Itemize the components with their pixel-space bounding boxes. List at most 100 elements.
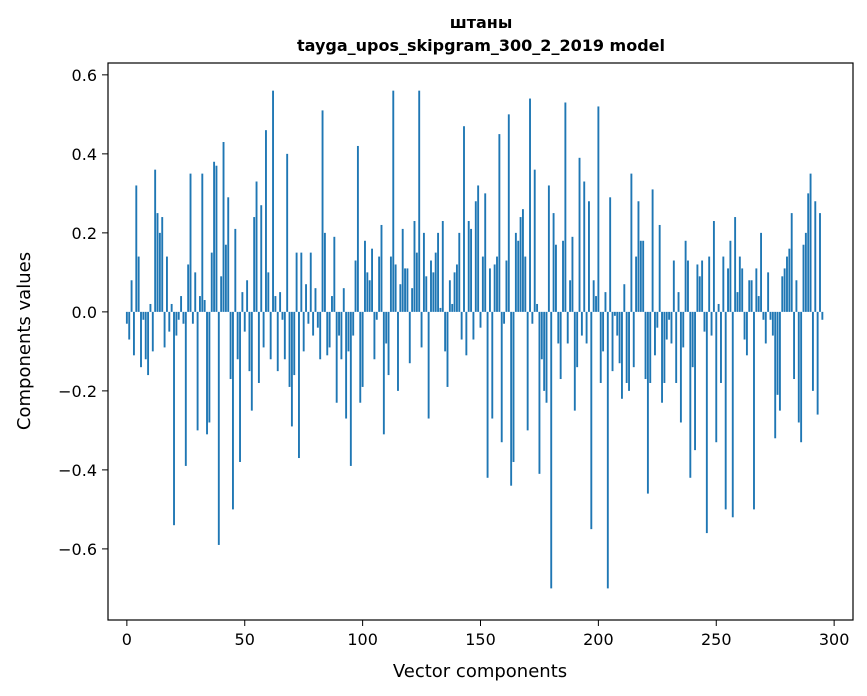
bar-component-119 [406, 268, 409, 312]
bar-component-180 [550, 311, 553, 589]
bar-component-44 [229, 311, 232, 380]
bar-component-219 [642, 240, 645, 312]
bar-component-169 [524, 256, 527, 312]
bar-component-123 [415, 252, 418, 312]
bar-component-181 [552, 213, 555, 312]
bar-component-121 [411, 288, 414, 312]
bar-component-161 [505, 260, 508, 312]
bar-component-72 [295, 252, 298, 312]
bar-component-23 [180, 296, 183, 312]
bar-component-183 [557, 311, 560, 344]
bar-component-164 [512, 311, 515, 462]
bar-component-138 [451, 303, 454, 312]
bar-component-291 [811, 311, 814, 391]
bar-component-204 [606, 311, 609, 589]
bar-component-41 [222, 142, 225, 312]
bar-component-16 [163, 311, 166, 348]
bar-component-102 [366, 272, 369, 312]
bar-component-203 [604, 292, 607, 312]
bar-component-271 [764, 311, 767, 344]
bar-component-153 [486, 311, 489, 478]
bar-component-286 [800, 311, 803, 443]
bar-component-202 [602, 311, 605, 352]
bar-component-8 [144, 311, 147, 360]
bar-component-281 [788, 248, 791, 312]
bar-component-103 [368, 280, 371, 312]
bar-component-261 [741, 268, 744, 312]
bar-component-146 [470, 228, 473, 312]
bar-component-12 [154, 169, 157, 312]
bar-component-9 [147, 311, 150, 376]
bar-component-212 [625, 311, 628, 383]
bar-component-272 [767, 272, 770, 312]
y-tick-label: 0.4 [72, 145, 97, 164]
bar-component-92 [342, 288, 345, 312]
bar-component-173 [533, 169, 536, 312]
bar-component-207 [613, 311, 616, 316]
bar-component-263 [745, 311, 748, 356]
bar-component-283 [793, 311, 796, 380]
bar-component-75 [302, 311, 305, 352]
bar-component-165 [514, 232, 517, 312]
x-tick-label: 250 [701, 630, 732, 649]
bar-component-142 [460, 311, 463, 340]
bar-component-4 [135, 185, 138, 312]
bar-component-78 [309, 252, 312, 312]
bar-component-190 [573, 311, 576, 411]
bar-component-51 [246, 280, 249, 312]
bar-component-177 [543, 311, 546, 391]
bar-component-80 [314, 288, 317, 312]
bar-component-265 [750, 280, 753, 312]
bar-component-159 [500, 311, 503, 443]
bar-component-134 [441, 221, 444, 312]
bar-series [125, 90, 824, 589]
bar-component-117 [401, 228, 404, 312]
bar-component-227 [661, 311, 663, 403]
bar-component-185 [562, 240, 564, 312]
bar-component-45 [232, 311, 234, 510]
bar-component-108 [380, 224, 383, 312]
chart-subtitle: tayga_upos_skipgram_300_2_2019 model [297, 36, 665, 55]
bar-component-125 [420, 311, 423, 348]
bar-component-257 [731, 311, 734, 518]
bar-component-77 [307, 311, 310, 324]
bar-component-193 [580, 311, 583, 336]
chart-title: штаны [450, 13, 513, 32]
bar-component-266 [753, 311, 755, 510]
bar-component-160 [503, 311, 506, 324]
bar-component-36 [210, 252, 213, 312]
bar-component-171 [529, 98, 531, 312]
bar-component-209 [618, 311, 621, 364]
bar-component-156 [493, 264, 496, 312]
bar-component-231 [670, 311, 673, 344]
bar-component-88 [333, 236, 336, 312]
bar-component-27 [189, 173, 192, 312]
bar-component-166 [517, 240, 520, 312]
bar-component-81 [316, 311, 319, 328]
bar-component-47 [236, 311, 239, 360]
bar-component-3 [132, 311, 135, 356]
y-axis-ticks: −0.6 −0.4 −0.2 0.0 0.2 0.4 0.6 [58, 66, 108, 559]
bar-component-21 [175, 311, 178, 336]
bar-component-143 [463, 126, 465, 312]
bar-component-31 [199, 296, 201, 312]
bar-component-124 [418, 90, 421, 312]
bar-component-224 [654, 311, 656, 356]
bar-component-246 [705, 311, 708, 534]
bar-component-50 [243, 311, 246, 332]
bar-component-1 [128, 311, 131, 340]
bar-component-132 [437, 232, 440, 312]
bar-component-112 [389, 256, 392, 312]
bar-component-49 [241, 292, 244, 312]
bar-component-79 [312, 311, 315, 336]
bar-component-232 [672, 260, 675, 312]
bar-component-251 [717, 303, 720, 312]
bar-component-147 [472, 311, 475, 340]
bar-component-243 [698, 276, 701, 312]
bar-component-19 [170, 303, 173, 312]
bar-component-136 [446, 311, 449, 387]
bar-component-105 [373, 311, 376, 360]
bar-component-74 [300, 252, 303, 312]
bar-component-293 [816, 311, 819, 415]
bar-component-280 [786, 256, 788, 312]
